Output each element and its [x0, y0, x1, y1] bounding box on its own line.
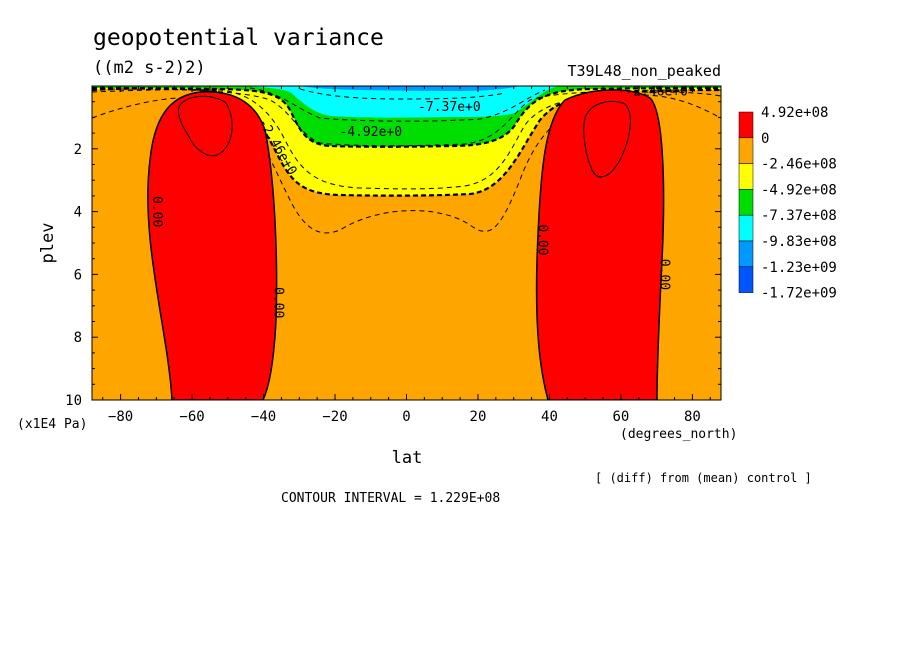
colorbar: 4.92e+08 0 -2.46e+08 -4.92e+08 -7.37e+08 -9.8…	[738, 105, 837, 302]
colorbar-label: 0	[761, 131, 769, 147]
colorbar-label: -9.83e+08	[761, 234, 837, 250]
y-axis-ticks: 2 4 6 8 10	[65, 101, 721, 409]
positive-inner-contour-south	[177, 95, 233, 157]
positive-region-north	[535, 89, 665, 400]
colorbar-swatch	[738, 266, 754, 293]
y-tick-label: 2	[74, 142, 82, 158]
contour-label: -2.46e+0	[625, 84, 688, 99]
chart-units: ((m2 s-2)2)	[93, 58, 206, 78]
run-label: T39L48_non_peaked	[567, 62, 721, 80]
chart-title: geopotential variance	[93, 25, 384, 51]
x-tick-label: 40	[541, 409, 558, 425]
x-axis-label: lat	[392, 448, 423, 468]
colorbar-label: -2.46e+08	[761, 157, 837, 173]
x-tick-label: 60	[613, 409, 630, 425]
colorbar-label: -1.23e+09	[761, 260, 837, 276]
x-tick-label: 0	[402, 409, 410, 425]
colorbar-swatch	[738, 163, 754, 190]
y-tick-label: 10	[65, 393, 82, 409]
positive-region-south	[147, 91, 278, 400]
contour-label: -7.37e+0	[418, 100, 481, 115]
colorbar-label: -4.92e+08	[761, 182, 837, 198]
colorbar-swatch	[738, 189, 754, 216]
contour-label: 0.00	[149, 196, 164, 227]
x-axis-ticks: −80 −60 −40 −20 0 20 40 60 80	[102, 86, 711, 425]
y-axis-label: plev	[38, 223, 58, 264]
contour-label: 0.00	[656, 259, 671, 290]
y-tick-label: 4	[74, 205, 82, 221]
colorbar-label: -1.72e+09	[761, 286, 837, 302]
colorbar-label: 4.92e+08	[761, 105, 828, 121]
colorbar-swatch	[738, 111, 754, 139]
y-tick-label: 6	[74, 267, 82, 283]
y-axis-units: (x1E4 Pa)	[17, 417, 87, 432]
colorbar-swatch	[738, 137, 754, 164]
contour-label: 0.00	[535, 224, 550, 255]
contour-label: -4.92e+0	[339, 125, 402, 140]
contour-label: 0.00	[270, 287, 285, 318]
x-tick-label: −60	[179, 409, 204, 425]
x-tick-label: 20	[470, 409, 487, 425]
colorbar-swatch	[738, 240, 754, 268]
positive-inner-contour-north	[583, 101, 631, 178]
footnote: [ (diff) from (mean) control ]	[595, 471, 812, 485]
y-tick-label: 8	[74, 330, 82, 346]
contour-interval: CONTOUR INTERVAL = 1.229E+08	[281, 491, 500, 506]
x-tick-label: −20	[322, 409, 347, 425]
fill-level-blue	[300, 86, 520, 91]
plot-area	[92, 86, 721, 400]
x-tick-label: −40	[251, 409, 276, 425]
x-tick-label: 80	[684, 409, 701, 425]
x-axis-units: (degrees_north)	[620, 427, 737, 442]
colorbar-swatch	[738, 214, 754, 242]
x-tick-label: −80	[108, 409, 133, 425]
colorbar-label: -7.37e+08	[761, 208, 837, 224]
